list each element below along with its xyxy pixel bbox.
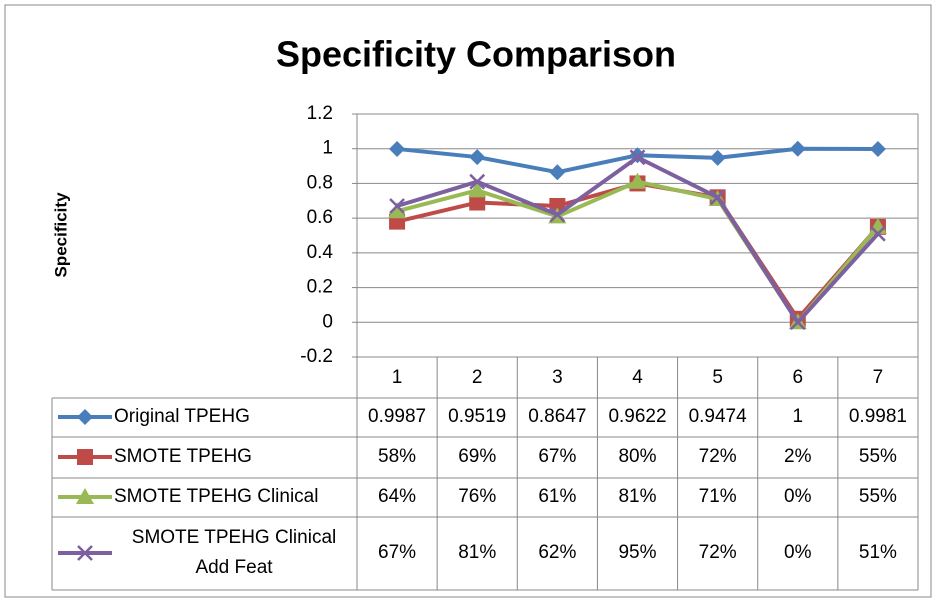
legend-label: SMOTE TPEHG Clinical Add Feat xyxy=(131,527,337,578)
marker xyxy=(77,449,93,465)
table-value: 95% xyxy=(618,542,656,563)
x-tick-label: 2 xyxy=(472,367,483,388)
table-value: 0% xyxy=(784,542,812,563)
marker xyxy=(77,409,93,425)
legend-label: SMOTE TPEHG Clinical xyxy=(114,486,319,507)
y-tick-label: 0.4 xyxy=(307,242,334,263)
y-tick-label: 0.2 xyxy=(307,277,333,298)
y-tick-label: 1 xyxy=(322,138,333,159)
marker xyxy=(549,164,566,181)
table-value: 0.9622 xyxy=(608,406,666,427)
series: 67% 81% 62% 95% 72% 0% 51% xyxy=(58,149,897,563)
table-value: 0.9519 xyxy=(448,406,506,427)
marker xyxy=(709,149,726,166)
chart-border xyxy=(4,4,932,598)
chart-title: Specificity Comparison xyxy=(276,34,676,75)
table-value: 0.8647 xyxy=(528,406,586,427)
marker xyxy=(469,173,486,190)
table-value: 71% xyxy=(699,486,737,507)
y-tick-label: 0.8 xyxy=(307,172,333,193)
table-value: 0.9474 xyxy=(689,406,748,427)
legend-label: SMOTE TPEHG xyxy=(114,446,252,467)
marker xyxy=(388,202,407,219)
table-value: 0.9987 xyxy=(368,406,426,427)
table-value: 64% xyxy=(378,486,416,507)
marker xyxy=(789,140,806,157)
x-tick-label: 4 xyxy=(632,367,643,388)
marker xyxy=(389,198,405,214)
table-value: 62% xyxy=(538,542,576,563)
table-value: 67% xyxy=(538,446,576,467)
x-tick-label: 3 xyxy=(552,367,563,388)
marker xyxy=(469,149,486,166)
table-value: 55% xyxy=(859,486,897,507)
table-value: 72% xyxy=(699,542,737,563)
marker xyxy=(629,149,646,166)
marker xyxy=(628,172,647,189)
table-value: 55% xyxy=(859,446,897,467)
marker xyxy=(789,314,806,331)
table-value: 2% xyxy=(784,446,812,467)
marker xyxy=(709,189,726,206)
y-tick-label: 0 xyxy=(322,311,333,332)
series: 0.9987 0.9519 0.8647 0.9622 0.9474 1 0.9981 xyxy=(58,140,907,427)
marker xyxy=(389,140,406,157)
marker xyxy=(76,488,94,504)
marker xyxy=(869,141,886,158)
x-tick-label: 1 xyxy=(392,367,403,388)
table-value: 69% xyxy=(458,446,496,467)
marker xyxy=(469,194,486,211)
table-value: 67% xyxy=(378,542,416,563)
table-value: 61% xyxy=(538,486,576,507)
table-value: 51% xyxy=(859,542,897,563)
y-tick-label: 0.6 xyxy=(307,207,333,228)
table-value: 76% xyxy=(458,486,496,507)
marker xyxy=(468,181,487,198)
table-value: 81% xyxy=(458,542,496,563)
data-table-lines xyxy=(51,114,919,591)
table-value: 80% xyxy=(618,446,656,467)
x-tick-label: 5 xyxy=(712,367,723,388)
table-value: 72% xyxy=(699,446,737,467)
legend-label: Original TPEHG xyxy=(114,406,250,427)
table-value: 0.9981 xyxy=(849,406,907,427)
table-value: 1 xyxy=(792,406,803,427)
y-axis-label: Specificity xyxy=(51,192,70,278)
x-tick-label: 7 xyxy=(873,367,884,388)
x-tick-label: 6 xyxy=(792,367,803,388)
marker xyxy=(549,206,566,223)
marker xyxy=(870,225,886,242)
table-value: 58% xyxy=(378,446,416,467)
y-tick-label: -0.2 xyxy=(300,346,333,367)
marker xyxy=(77,545,93,561)
table-value: 0% xyxy=(784,486,812,507)
table-value: 81% xyxy=(618,486,656,507)
y-tick-label: 1.2 xyxy=(307,103,333,124)
